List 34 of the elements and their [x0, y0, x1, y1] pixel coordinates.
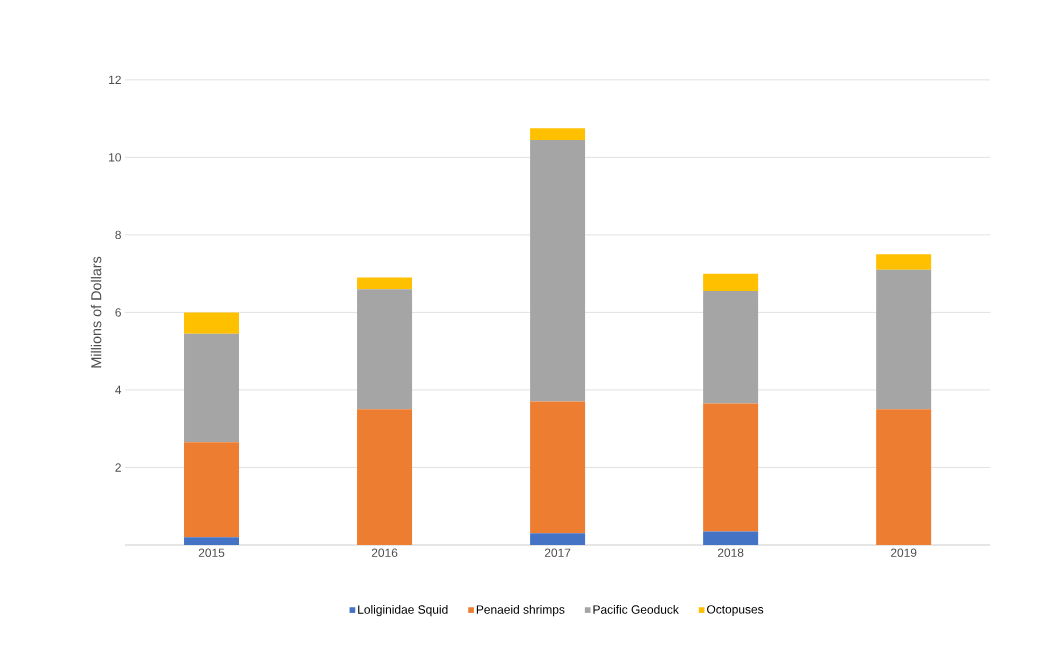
legend-label: Loliginidae Squid [358, 605, 448, 617]
legend-label: Penaeid shrimps [476, 605, 565, 617]
bar [357, 289, 413, 410]
y-axis-title: Millions of Dollars [90, 256, 102, 368]
x-tick-label: 2018 [717, 548, 744, 557]
bar [703, 273, 759, 292]
x-tick-label: 2019 [890, 548, 917, 557]
bar [703, 291, 759, 404]
bar [184, 312, 240, 334]
bar [184, 333, 240, 443]
legend-label: Octopuses [707, 605, 764, 616]
bar [530, 401, 586, 534]
y-tick-label: 4 [115, 385, 122, 395]
y-tick-label: 2 [115, 463, 121, 472]
bar [876, 409, 932, 545]
bar [530, 139, 586, 402]
x-tick-label: 2015 [198, 548, 225, 557]
bar [184, 442, 240, 538]
bar [876, 254, 932, 270]
bar [703, 531, 759, 545]
bar [357, 277, 413, 290]
y-tick-label: 10 [109, 153, 122, 162]
bar [530, 128, 586, 140]
x-tick-label: 2017 [544, 548, 571, 557]
x-tick-label: 2016 [371, 548, 398, 557]
bar [703, 403, 759, 532]
legend-label: Pacific Geoduck [593, 605, 679, 614]
bar [357, 409, 413, 545]
bar [876, 269, 932, 410]
y-tick-label: 8 [115, 230, 121, 240]
bar [184, 537, 240, 545]
bar [530, 533, 586, 545]
y-tick-label: 6 [115, 308, 121, 317]
y-tick-label: 12 [109, 75, 121, 84]
